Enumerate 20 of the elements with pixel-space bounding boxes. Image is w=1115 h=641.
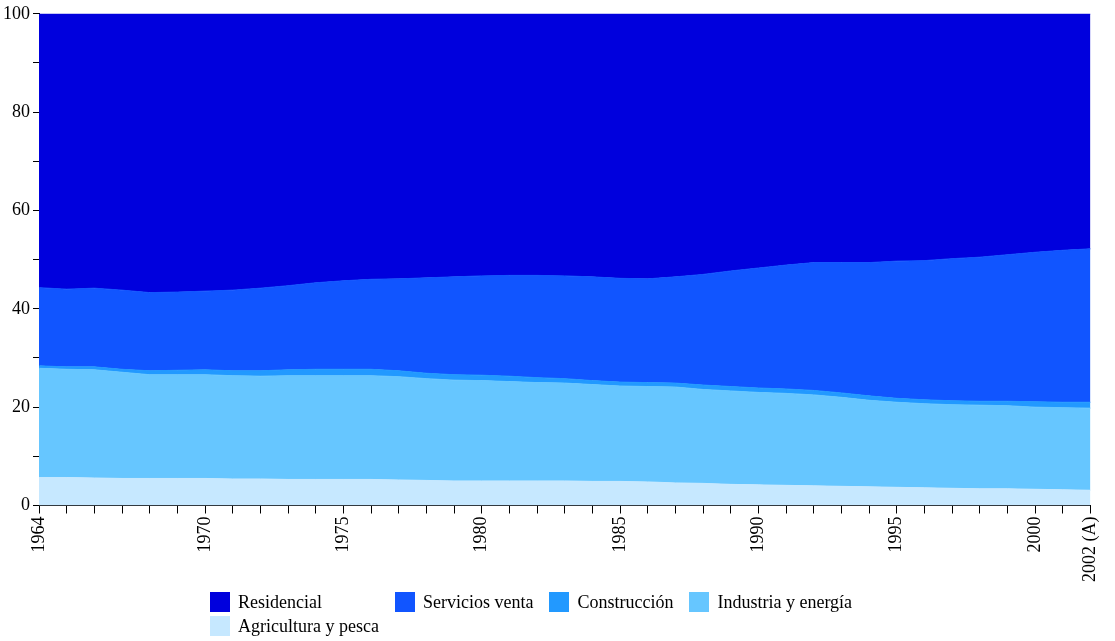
x-tick-label: 2002 (A) — [1079, 516, 1101, 583]
y-tick-label: 60 — [12, 199, 30, 220]
y-tick-label: 20 — [12, 395, 30, 416]
x-tick-label: 1990 — [747, 516, 768, 553]
x-tick-label: 2000 — [1023, 516, 1044, 553]
legend-label: Construcción — [577, 591, 674, 613]
legend-label: Agricultura y pesca — [238, 615, 379, 637]
legend-label: Servicios venta — [422, 591, 534, 613]
x-tick-label: 1970 — [193, 516, 214, 553]
y-tick-label: 100 — [3, 2, 30, 23]
legend-label: Residencial — [238, 591, 322, 613]
x-tick-label: 1975 — [332, 516, 353, 553]
y-tick-label: 40 — [12, 297, 30, 318]
y-tick-label: 80 — [12, 100, 30, 121]
y-tick-label: 0 — [21, 494, 30, 515]
x-tick-label: 1985 — [608, 516, 629, 553]
x-tick-label: 1964 — [27, 516, 48, 553]
x-tick-label: 1995 — [885, 516, 906, 553]
x-tick-label: 1980 — [470, 516, 491, 553]
legend-label: Industria y energía — [717, 591, 853, 613]
